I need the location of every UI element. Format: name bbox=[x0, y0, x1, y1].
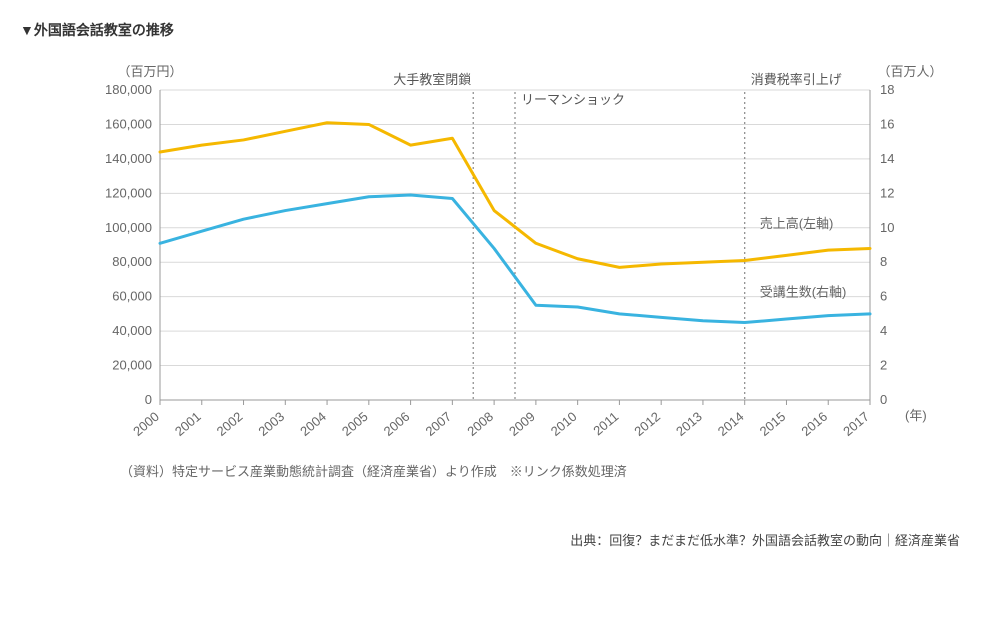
ytick-left: 40,000 bbox=[112, 323, 152, 338]
xtick: 2005 bbox=[339, 409, 371, 439]
ytick-right: 4 bbox=[880, 323, 887, 338]
ytick-right: 18 bbox=[880, 82, 894, 97]
x-axis-label: (年) bbox=[905, 408, 927, 423]
series-label: 受講生数(右軸) bbox=[760, 285, 847, 300]
xtick: 2011 bbox=[590, 409, 621, 438]
ytick-right: 12 bbox=[880, 185, 894, 200]
xtick: 2007 bbox=[422, 409, 454, 439]
xtick: 2000 bbox=[130, 409, 162, 439]
ytick-right: 10 bbox=[880, 220, 894, 235]
ytick-left: 60,000 bbox=[112, 289, 152, 304]
xtick: 2008 bbox=[464, 409, 496, 439]
ytick-left: 80,000 bbox=[112, 254, 152, 269]
xtick: 2003 bbox=[255, 409, 287, 439]
right-axis-unit: （百万人） bbox=[877, 64, 942, 79]
ytick-left: 100,000 bbox=[105, 220, 152, 235]
chart-container: 0 20,000 40,000 60,000 80,000 100,000 120,000 1… bbox=[80, 50, 960, 490]
xtick: 2006 bbox=[381, 409, 413, 439]
xtick: 2004 bbox=[297, 409, 329, 439]
left-axis-unit: （百万円） bbox=[117, 64, 182, 79]
event-label: 消費税率引上げ bbox=[751, 72, 842, 87]
footer-attribution: 出典：回復？まだまだ低水準？外国語会話教室の動向｜経済産業省 bbox=[20, 530, 980, 549]
xtick: 2002 bbox=[214, 409, 246, 439]
xtick: 2010 bbox=[548, 409, 580, 439]
ytick-left: 20,000 bbox=[112, 358, 152, 373]
ytick-left: 140,000 bbox=[105, 151, 152, 166]
chart-source-note: （資料）特定サービス産業動態統計調査（経済産業省）より作成 ※リンク係数処理済 bbox=[120, 464, 627, 479]
page-title: ▼外国語会話教室の推移 bbox=[20, 20, 980, 40]
ytick-right: 2 bbox=[880, 358, 887, 373]
ytick-left: 180,000 bbox=[105, 82, 152, 97]
series-label: 売上高(左軸) bbox=[760, 216, 834, 231]
series-line bbox=[160, 123, 870, 268]
xtick: 2012 bbox=[631, 409, 663, 439]
xtick: 2016 bbox=[798, 409, 830, 439]
ytick-right: 6 bbox=[880, 289, 887, 304]
xtick: 2001 bbox=[172, 409, 204, 439]
ytick-left: 160,000 bbox=[105, 116, 152, 131]
trend-chart: 0 20,000 40,000 60,000 80,000 100,000 120,000 1… bbox=[80, 50, 960, 490]
xtick: 2017 bbox=[840, 409, 872, 439]
ytick-right: 14 bbox=[880, 151, 894, 166]
xtick: 2009 bbox=[506, 409, 538, 439]
ytick-left: 0 bbox=[145, 392, 152, 407]
ytick-right: 0 bbox=[880, 392, 887, 407]
ytick-left: 120,000 bbox=[105, 185, 152, 200]
xtick: 2015 bbox=[757, 409, 789, 439]
xtick: 2013 bbox=[673, 409, 705, 439]
ytick-right: 16 bbox=[880, 116, 894, 131]
event-label: 大手教室閉鎖 bbox=[393, 72, 471, 87]
event-label: リーマンショック bbox=[521, 92, 625, 107]
ytick-right: 8 bbox=[880, 254, 887, 269]
xtick: 2014 bbox=[715, 409, 747, 439]
